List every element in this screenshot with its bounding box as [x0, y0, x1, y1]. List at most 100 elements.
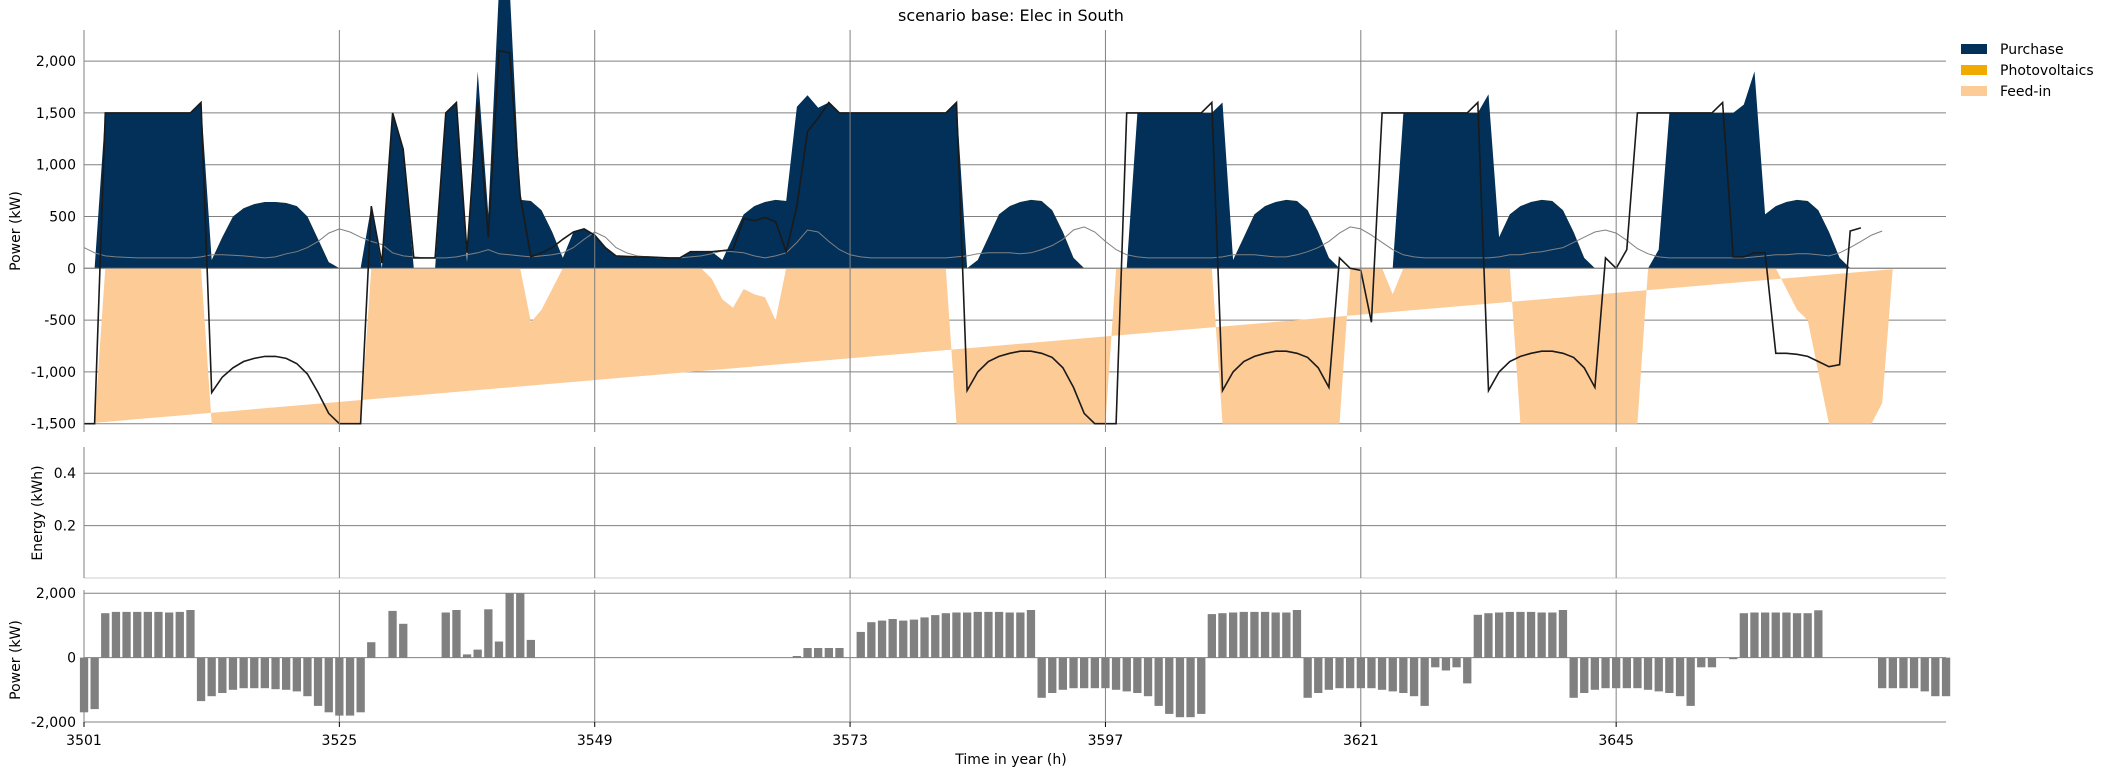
net-power-bar	[250, 657, 259, 689]
net-power-bar	[1048, 657, 1057, 693]
net-power-bar	[1133, 657, 1142, 693]
net-power-bar	[1165, 657, 1174, 714]
net-power-bar	[888, 619, 897, 658]
legend: Purchase Photovoltaics Feed-in	[1961, 42, 2094, 100]
net-power-panel: -2,000 0 2,000 3501 3525 3549 3573 3597 3621 364…	[8, 586, 1951, 768]
net-power-bar	[1388, 657, 1397, 692]
net-power-bar	[101, 613, 110, 658]
net-power-bar	[1590, 657, 1599, 690]
net-power-bar	[260, 657, 269, 689]
power-y-ticks: -1,500 -1,000 -500 0 500 1,000 1,500 2,000	[31, 54, 76, 433]
power-lines	[83, 49, 1883, 425]
net-power-bar	[1548, 612, 1557, 658]
legend-swatch	[1961, 86, 1987, 96]
net-power-bar	[1271, 612, 1280, 658]
net-power-bar	[1452, 657, 1461, 668]
legend-label: Feed-in	[2000, 84, 2051, 100]
net-power-bar	[1356, 657, 1365, 689]
y-tick-label: 0.2	[54, 519, 76, 535]
net-power-bar	[824, 648, 833, 658]
net-power-bar	[1633, 657, 1642, 689]
net-power-bar	[324, 657, 333, 713]
y-tick-label: 0.4	[54, 466, 76, 482]
net-power-bar	[271, 657, 280, 690]
net-power-bar	[186, 610, 195, 658]
energy-panel: 0.2 0.4 Energy (kWh)	[30, 447, 1946, 579]
power-y-axis-label: Power (kW)	[8, 191, 24, 271]
net-power-bar	[792, 656, 801, 658]
net-power-bar	[1324, 657, 1333, 690]
net-power-bar	[111, 611, 121, 658]
net-power-bar	[388, 610, 397, 658]
net-power-bar	[1367, 657, 1376, 689]
net-power-bar	[335, 657, 344, 716]
y-tick-label: 1,500	[36, 106, 76, 122]
net-power-bar	[1399, 657, 1408, 693]
net-power-bar	[1761, 612, 1770, 658]
x-tick-label: 3501	[66, 733, 102, 749]
net-power-bar	[1675, 657, 1685, 697]
legend-label: Photovoltaics	[2000, 63, 2094, 79]
x-tick-label: 3597	[1088, 733, 1124, 749]
net-power-bar	[505, 593, 514, 658]
net-power-bar	[1058, 657, 1067, 690]
net-power-bar	[345, 657, 355, 716]
net-power-bar	[154, 611, 163, 658]
net-power-bar	[1505, 611, 1514, 658]
net-power-bar	[1346, 657, 1355, 689]
net-power-bar	[1377, 657, 1387, 690]
net-power-bar	[1431, 657, 1440, 668]
net-power-bar	[1207, 614, 1216, 658]
net-power-bar	[1303, 657, 1312, 698]
net-power-bar	[973, 611, 982, 658]
x-tick-label: 3573	[832, 733, 868, 749]
net-power-bar	[175, 611, 184, 658]
net-power-bar	[1888, 657, 1897, 689]
net-power-bar	[1612, 657, 1621, 689]
y-tick-label: 0	[67, 261, 76, 277]
net-power-bar	[814, 648, 823, 658]
net-power-bar	[367, 642, 376, 658]
net-power-bar	[1580, 657, 1589, 693]
net-power-bar	[399, 623, 408, 658]
net-power-bars	[79, 593, 1951, 718]
net-power-bar	[941, 613, 950, 658]
net-power-bar	[1314, 657, 1323, 693]
net-power-bar	[963, 612, 972, 658]
net-power-bar	[1601, 657, 1610, 689]
net-power-bar	[1420, 657, 1429, 706]
power-vertical-gridlines	[83, 30, 1617, 432]
net-power-bar	[1069, 657, 1078, 689]
net-power-bar	[1111, 657, 1121, 690]
net-power-bar	[994, 611, 1004, 658]
net-power-bar	[292, 657, 301, 692]
net-power-bar	[526, 639, 535, 658]
net-line	[84, 49, 1862, 425]
net-power-bar	[1792, 613, 1802, 658]
net-power-bar	[1771, 612, 1780, 658]
y-tick-label: -500	[44, 313, 76, 329]
net-power-bar	[218, 657, 227, 693]
net-power-bar	[1090, 657, 1099, 689]
y-tick-label: -1,000	[31, 365, 76, 381]
net-power-bar	[1292, 610, 1302, 658]
net-power-bar	[1175, 657, 1185, 718]
net-power-bar	[856, 631, 865, 658]
net-power-bar	[1526, 611, 1536, 658]
net-power-bar	[165, 612, 174, 658]
net-power-bar	[1282, 612, 1291, 658]
x-tick-label: 3549	[577, 733, 613, 749]
purchase-area	[84, 0, 1861, 269]
net-power-bar	[1463, 657, 1472, 684]
legend-swatch	[1961, 65, 1987, 75]
net-power-bar	[462, 654, 472, 658]
net-power-bar	[1516, 611, 1525, 658]
net-power-bar	[1239, 611, 1248, 658]
net-power-bar	[1250, 611, 1259, 658]
net-power-bar	[1941, 657, 1951, 697]
net-power-bar	[931, 615, 940, 658]
net-power-bar	[1154, 657, 1163, 706]
net-power-bar	[1026, 610, 1036, 658]
net-power-bar	[1558, 610, 1568, 658]
net-power-bar	[1920, 657, 1929, 692]
